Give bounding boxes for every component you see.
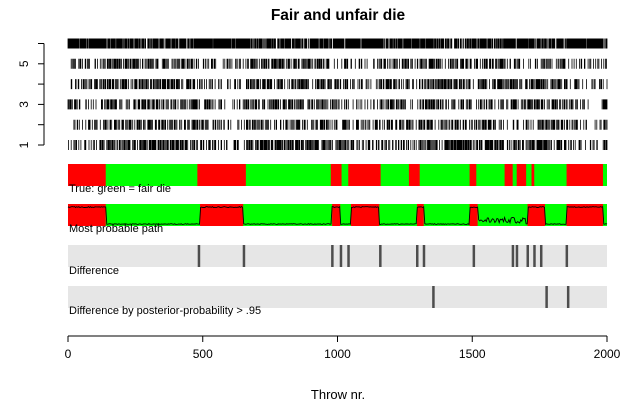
panel-3: Difference — [68, 245, 607, 277]
x-tick-label: 500 — [193, 347, 213, 361]
difference-mark — [379, 245, 382, 267]
x-axis-label: Throw nr. — [311, 387, 365, 402]
difference-mark — [331, 245, 334, 267]
difference-mark — [566, 286, 570, 308]
rug-y-axis: 1 3 5 — [17, 43, 45, 148]
unfair-segment — [350, 204, 380, 226]
unfair-segment — [332, 204, 341, 226]
posterior-line — [67, 205, 608, 226]
difference-mark — [511, 245, 515, 267]
difference-mark — [416, 245, 419, 267]
x-tick-label: 1500 — [459, 347, 486, 361]
y-tick-label: 5 — [17, 60, 31, 67]
difference-mark — [526, 245, 529, 267]
x-axis: 0 500 1000 1500 2000 — [65, 335, 621, 361]
y-tick-label: 3 — [17, 101, 31, 108]
rug-row-face-2 — [73, 119, 608, 130]
unfair-segment — [197, 164, 246, 186]
difference-mark — [515, 245, 519, 267]
state-panels: True: green = fair die Most probable path… — [67, 164, 608, 317]
rug-plot — [67, 38, 608, 150]
rug-row-face-1 — [68, 140, 608, 150]
difference-mark — [545, 286, 548, 308]
unfair-segment — [330, 164, 342, 186]
unfair-segment — [531, 164, 535, 186]
unfair-segment — [469, 164, 477, 186]
unfair-segment — [68, 164, 106, 186]
rug-row-face-4 — [70, 79, 608, 90]
rug-row-face-6 — [67, 38, 608, 49]
unfair-segment — [417, 204, 424, 226]
panel-1: True: green = fair die — [68, 164, 607, 195]
panel-label: Difference — [69, 265, 119, 277]
difference-mark — [533, 245, 536, 267]
panel-4: Difference by posterior-probability > .9… — [68, 286, 607, 317]
unfair-segment — [504, 164, 513, 186]
difference-mark — [432, 286, 435, 308]
x-tick-label: 0 — [65, 347, 72, 361]
panel-label: Most probable path — [69, 223, 163, 235]
difference-background — [68, 286, 607, 308]
unfair-segment — [408, 164, 420, 186]
unfair-segment — [527, 204, 546, 226]
x-tick-label: 2000 — [594, 347, 621, 361]
panel-2: Most probable path — [67, 204, 608, 235]
difference-mark — [339, 245, 343, 267]
panel-label: Difference by posterior-probability > .9… — [69, 305, 261, 317]
difference-mark — [472, 245, 476, 267]
difference-mark — [422, 245, 426, 267]
unfair-segment — [68, 204, 106, 226]
difference-mark — [197, 245, 201, 267]
rug-row-face-3 — [67, 99, 608, 110]
difference-background — [68, 245, 607, 267]
difference-mark — [539, 245, 543, 267]
difference-mark — [565, 245, 569, 267]
chart-title: Fair and unfair die — [271, 7, 406, 24]
difference-mark — [347, 245, 350, 267]
unfair-segment — [516, 164, 527, 186]
unfair-segment — [566, 164, 603, 186]
unfair-segment — [469, 204, 478, 226]
x-tick-label: 1000 — [324, 347, 351, 361]
y-tick-label: 1 — [17, 141, 31, 148]
panel-label: True: green = fair die — [69, 183, 171, 195]
unfair-segment — [566, 204, 603, 226]
difference-mark — [242, 245, 246, 267]
unfair-segment — [200, 204, 244, 226]
rug-row-face-5 — [70, 58, 607, 69]
unfair-segment — [348, 164, 381, 186]
